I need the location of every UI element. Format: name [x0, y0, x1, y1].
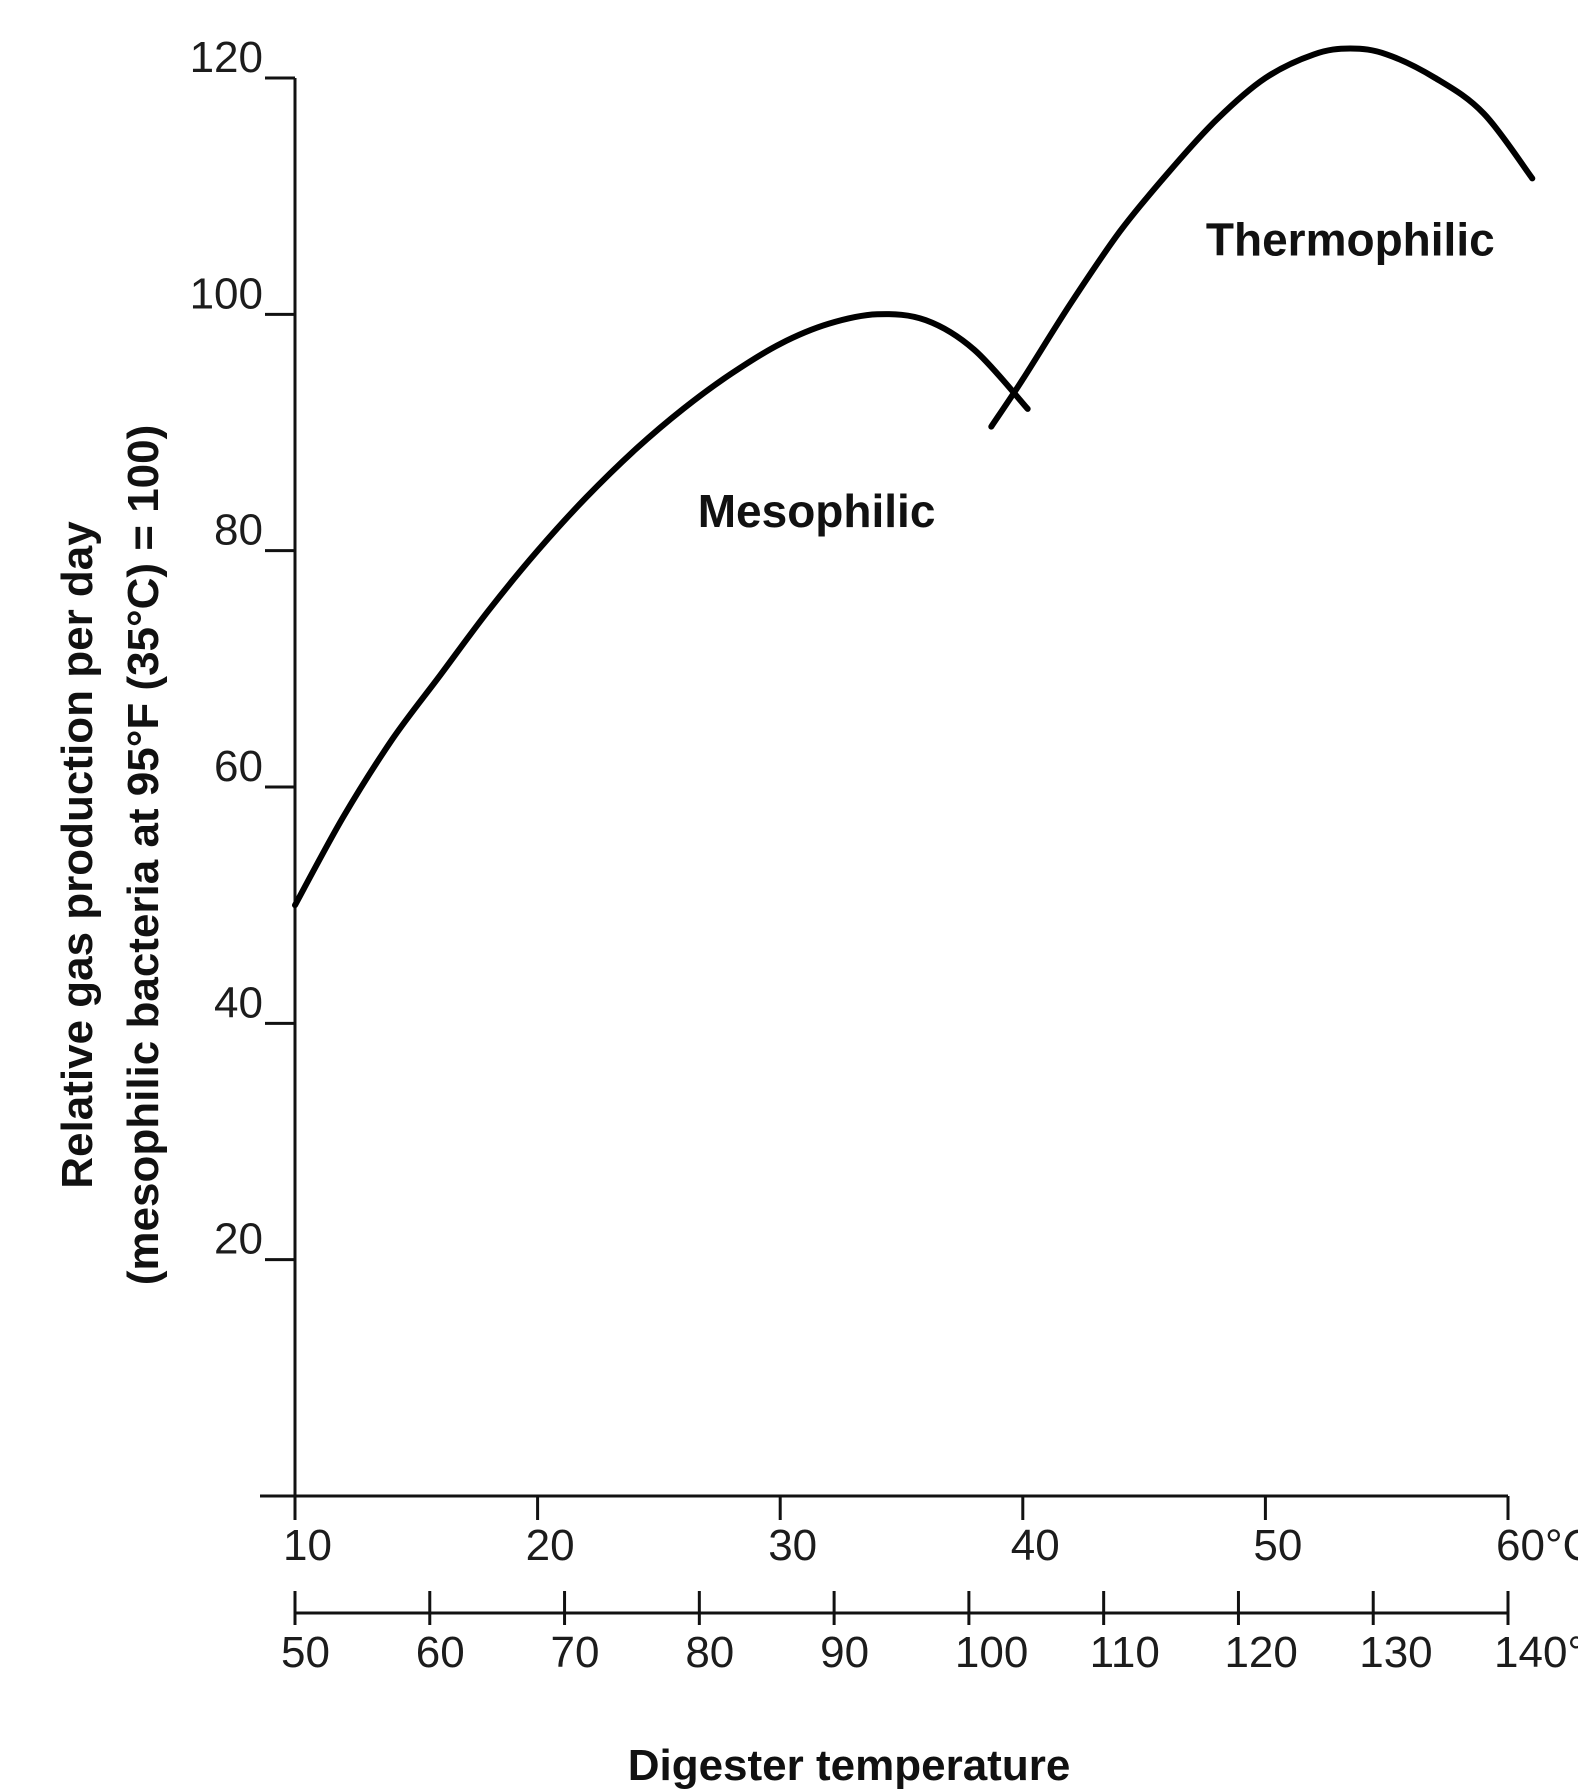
- x-tick-label-fahrenheit: 130: [1359, 1628, 1432, 1677]
- y-tick-label: 100: [190, 269, 263, 318]
- x-ticks-celsius: 10 20 30 40 50 60°C: [283, 1496, 1578, 1570]
- annotation-thermophilic: Thermophilic: [1206, 213, 1495, 265]
- series-thermophilic-line: [988, 45, 1536, 430]
- x-tick-label-fahrenheit: 120: [1224, 1628, 1297, 1677]
- x-tick-label-fahrenheit: 60: [416, 1628, 465, 1677]
- y-axis-subtitle: (mesophilic bacteria at 95°F (35°C) = 10…: [119, 425, 168, 1286]
- x-tick-label-celsius: 40: [1011, 1521, 1060, 1570]
- series-mesophilic-line: [292, 311, 1031, 909]
- series-layer: [292, 45, 1536, 909]
- x-tick-label-fahrenheit: 140°F: [1494, 1628, 1578, 1677]
- y-tick-label: 120: [190, 33, 263, 82]
- x-axis-title: Digester temperature: [628, 1741, 1071, 1789]
- x-ticks-fahrenheit: 50 60 70 80 90 100 110 120 130 140°F: [281, 1591, 1578, 1677]
- x-tick-label-celsius: 30: [768, 1521, 817, 1570]
- x-tick-label-fahrenheit: 90: [820, 1628, 869, 1677]
- y-tick-label: 80: [214, 506, 263, 555]
- y-tick-label: 40: [214, 978, 263, 1027]
- y-axis-title: Relative gas production per day: [53, 521, 102, 1189]
- x-tick-label-fahrenheit: 70: [551, 1628, 600, 1677]
- y-ticks: 20 40 60 80 100 120: [190, 33, 295, 1264]
- x-tick-label-celsius: 60°C: [1496, 1521, 1578, 1570]
- y-tick-label: 20: [214, 1215, 263, 1264]
- y-tick-label: 60: [214, 742, 263, 791]
- x-tick-label-fahrenheit: 50: [281, 1628, 330, 1677]
- annotation-mesophilic: Mesophilic: [698, 485, 936, 537]
- x-tick-label-fahrenheit: 100: [955, 1628, 1028, 1677]
- x-tick-label-fahrenheit: 80: [685, 1628, 734, 1677]
- x-tick-label-fahrenheit: 110: [1090, 1628, 1160, 1677]
- x-tick-label-celsius: 50: [1253, 1521, 1302, 1570]
- x-tick-label-celsius: 10: [283, 1521, 332, 1570]
- x-tick-label-celsius: 20: [526, 1521, 575, 1570]
